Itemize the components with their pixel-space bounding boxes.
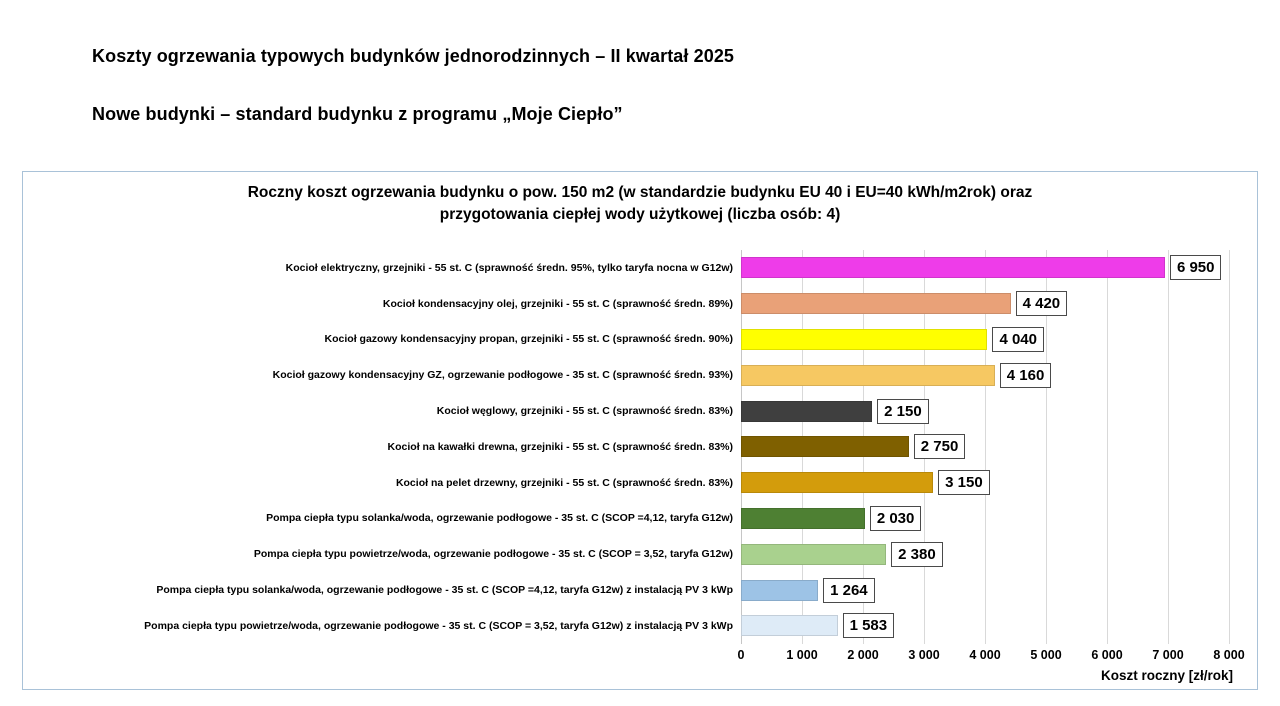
x-tick-label: 6 000 bbox=[1091, 648, 1123, 662]
bar-track: 6 950 bbox=[741, 250, 1222, 286]
bar bbox=[741, 543, 887, 565]
x-tick-label: 8 000 bbox=[1213, 648, 1245, 662]
gridline bbox=[1045, 250, 1047, 644]
x-tick-label: 4 000 bbox=[969, 648, 1001, 662]
bar-row: Pompa ciepła typu powietrze/woda, ogrzew… bbox=[23, 608, 1257, 644]
x-axis-ticks: 0 1 000 2 000 3 000 4 000 5 000 6 000 7 000 8 00… bbox=[23, 648, 1257, 666]
gridline bbox=[1228, 250, 1230, 644]
bar bbox=[741, 328, 988, 350]
category-label: Kocioł na pelet drzewny, grzejniki - 55 … bbox=[395, 476, 733, 489]
value-badge: 2 150 bbox=[877, 398, 929, 424]
chart-title-line1: Roczny koszt ogrzewania budynku o pow. 1… bbox=[247, 184, 1033, 201]
bar-track: 4 160 bbox=[741, 357, 1052, 393]
category-label: Kocioł na kawałki drewna, grzejniki - 55… bbox=[387, 440, 733, 453]
category-label: Kocioł węglowy, grzejniki - 55 st. C (sp… bbox=[436, 405, 733, 418]
bar-row: Kocioł węglowy, grzejniki - 55 st. C (sp… bbox=[23, 393, 1257, 429]
bar-track: 2 750 bbox=[741, 429, 966, 465]
bar bbox=[741, 400, 873, 422]
bar-track: 4 040 bbox=[741, 322, 1044, 358]
category-label: Kocioł kondensacyjny olej, grzejniki - 5… bbox=[382, 297, 733, 310]
bar bbox=[741, 472, 934, 494]
page-title-quarter: Koszty ogrzewania typowych budynków jedn… bbox=[92, 46, 735, 66]
x-tick-label: 5 000 bbox=[1030, 648, 1062, 662]
bar-rows: Kocioł elektryczny, grzejniki - 55 st. C… bbox=[23, 250, 1257, 644]
category-label: Pompa ciepła typu powietrze/woda, ogrzew… bbox=[144, 619, 733, 632]
category-label: Pompa ciepła typu solanka/woda, ogrzewan… bbox=[156, 584, 733, 597]
value-badge: 4 040 bbox=[992, 326, 1044, 352]
bar-track: 1 583 bbox=[741, 608, 895, 644]
bar-row: Pompa ciepła typu powietrze/woda, ogrzew… bbox=[23, 536, 1257, 572]
x-tick-label: 3 000 bbox=[908, 648, 940, 662]
value-badge: 4 420 bbox=[1015, 291, 1068, 317]
bar-track: 2 380 bbox=[741, 536, 943, 572]
chart-title: Roczny koszt ogrzewania budynku o pow. 1… bbox=[23, 182, 1257, 226]
x-axis-title: Koszt roczny [zł/rok] bbox=[1100, 668, 1233, 683]
bar-track: 4 420 bbox=[741, 286, 1068, 322]
page-title-program: Nowe budynki – standard budynku z progra… bbox=[92, 104, 623, 124]
gridline bbox=[984, 250, 986, 644]
value-badge: 3 150 bbox=[938, 470, 990, 496]
bar-row: Kocioł gazowy kondensacyjny GZ, ogrzewan… bbox=[23, 357, 1257, 393]
value-badge: 2 750 bbox=[913, 434, 966, 460]
category-label: Pompa ciepła typu solanka/woda, ogrzewan… bbox=[266, 512, 733, 525]
bar-track: 2 150 bbox=[741, 393, 929, 429]
bar-row: Kocioł na pelet drzewny, grzejniki - 55 … bbox=[23, 465, 1257, 501]
value-badge: 6 950 bbox=[1169, 255, 1222, 281]
gridline bbox=[1167, 250, 1169, 644]
bar-track: 2 030 bbox=[741, 501, 922, 537]
bar-row: Kocioł kondensacyjny olej, grzejniki - 5… bbox=[23, 286, 1257, 322]
bar bbox=[741, 364, 995, 386]
category-label: Kocioł elektryczny, grzejniki - 55 st. C… bbox=[285, 261, 733, 274]
bar bbox=[741, 507, 865, 529]
bar-row: Pompa ciepła typu solanka/woda, ogrzewan… bbox=[23, 572, 1257, 608]
x-tick-label: 1 000 bbox=[786, 648, 818, 662]
gridline bbox=[1106, 250, 1108, 644]
value-badge: 1 264 bbox=[823, 577, 875, 603]
value-badge: 2 380 bbox=[891, 541, 943, 567]
bar-track: 1 264 bbox=[741, 572, 875, 608]
bar bbox=[741, 615, 838, 637]
chart-title-line2: przygotowania ciepłej wody użytkowej (li… bbox=[439, 206, 841, 223]
x-tick-label: 7 000 bbox=[1152, 648, 1184, 662]
category-label: Kocioł gazowy kondensacyjny propan, grze… bbox=[324, 333, 733, 346]
value-badge: 4 160 bbox=[999, 362, 1052, 388]
bar bbox=[741, 436, 909, 458]
bar-row: Pompa ciepła typu solanka/woda, ogrzewan… bbox=[23, 501, 1257, 537]
chart-panel: Roczny koszt ogrzewania budynku o pow. 1… bbox=[22, 171, 1258, 690]
x-tick-label: 0 bbox=[737, 648, 745, 662]
bar-row: Kocioł na kawałki drewna, grzejniki - 55… bbox=[23, 429, 1257, 465]
bar-row: Kocioł gazowy kondensacyjny propan, grze… bbox=[23, 322, 1257, 358]
category-label: Pompa ciepła typu powietrze/woda, ogrzew… bbox=[253, 548, 733, 561]
x-tick-label: 2 000 bbox=[847, 648, 879, 662]
bar-track: 3 150 bbox=[741, 465, 990, 501]
value-badge: 1 583 bbox=[842, 613, 895, 639]
bar bbox=[741, 293, 1011, 315]
bar-row: Kocioł elektryczny, grzejniki - 55 st. C… bbox=[23, 250, 1257, 286]
bar bbox=[741, 579, 819, 601]
value-badge: 2 030 bbox=[869, 505, 922, 531]
bar bbox=[741, 257, 1165, 279]
category-label: Kocioł gazowy kondensacyjny GZ, ogrzewan… bbox=[272, 369, 733, 382]
